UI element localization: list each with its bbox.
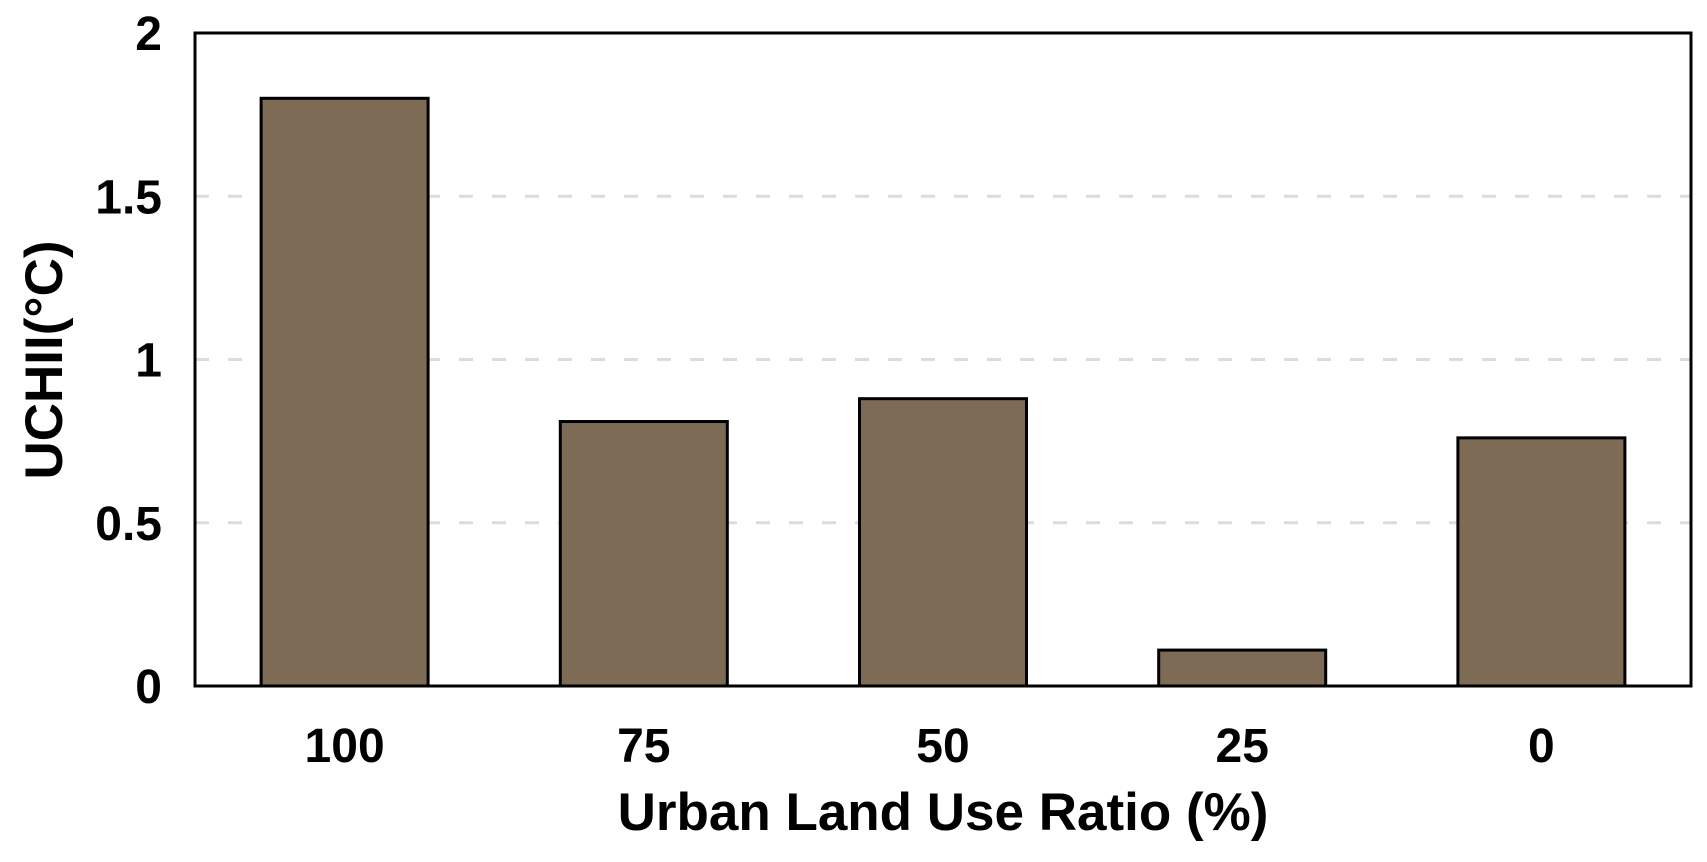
x-axis-title: Urban Land Use Ratio (%) (618, 783, 1269, 842)
x-tick-label-100: 100 (305, 720, 385, 773)
x-tick-label-0: 0 (1528, 720, 1555, 773)
y-tick-label-1.5: 1.5 (95, 171, 162, 224)
x-tick-label-25: 25 (1216, 720, 1269, 773)
bar-0 (1456, 436, 1627, 688)
x-tick-label-50: 50 (916, 720, 969, 773)
y-axis-title: UCHII(°C) (15, 240, 74, 479)
x-tick-label-75: 75 (617, 720, 670, 773)
y-tick-label-1: 1 (135, 335, 162, 388)
y-tick-label-0: 0 (135, 661, 162, 714)
bar-50 (858, 397, 1028, 688)
bar-100 (259, 96, 430, 688)
bar-25 (1157, 648, 1328, 688)
y-tick-label-2: 2 (135, 8, 162, 61)
bar-75 (558, 420, 729, 688)
y-tick-label-0.5: 0.5 (95, 498, 162, 551)
